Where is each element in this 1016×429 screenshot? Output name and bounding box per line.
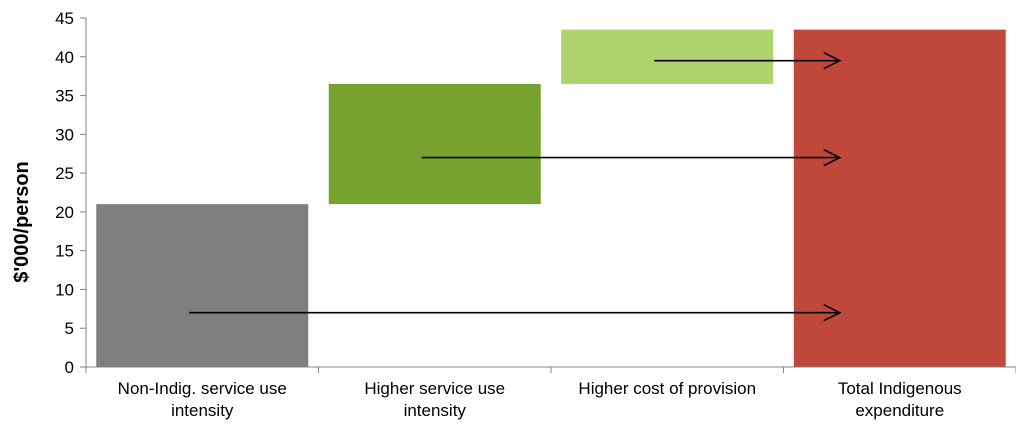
x-category-label: Higher service use intensity [364, 379, 505, 420]
x-category-label: Higher cost of provision [578, 379, 756, 398]
y-tick-label: 40 [55, 48, 74, 67]
y-tick-label: 0 [65, 358, 74, 377]
y-tick-label: 15 [55, 242, 74, 261]
y-tick-label: 10 [55, 280, 74, 299]
y-tick-label: 35 [55, 87, 74, 106]
y-ticks: 0 5 10 15 20 25 30 35 40 45 [55, 9, 86, 377]
bar-3 [793, 29, 1006, 368]
bar-2 [561, 29, 774, 84]
bar-0 [96, 204, 309, 367]
y-tick-label: 20 [55, 203, 74, 222]
y-tick-label: 25 [55, 164, 74, 183]
arrows-layer [189, 51, 842, 322]
x-category-label: Non-Indig. service use intensity [118, 379, 287, 420]
y-tick-label: 30 [55, 125, 74, 144]
y-axis-title: $'000/person [11, 161, 33, 282]
x-category-labels: Non-Indig. service use intensity Higher se… [85, 367, 1016, 420]
x-category-label: Total Indigenous expenditure [838, 379, 962, 420]
bars-layer [96, 29, 1006, 368]
y-tick-label: 5 [65, 319, 74, 338]
y-tick-label: 45 [55, 9, 74, 28]
bar-1 [328, 83, 541, 205]
